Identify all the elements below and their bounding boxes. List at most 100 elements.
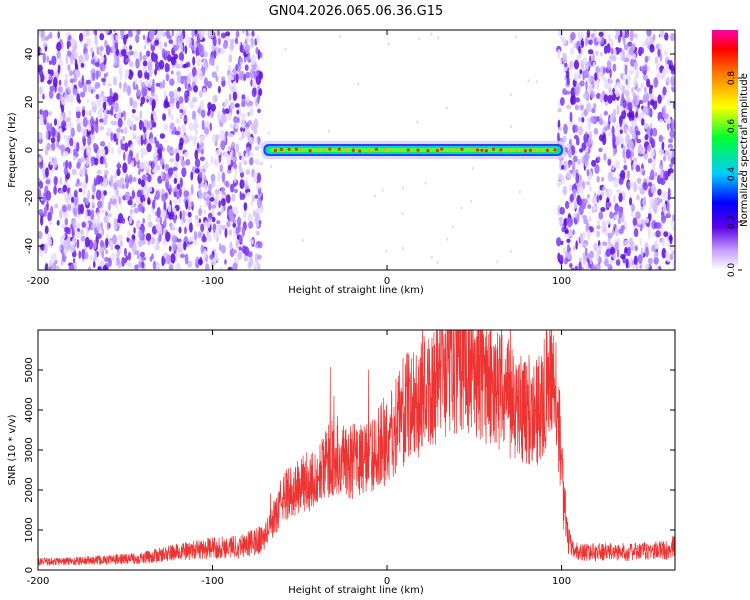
heatmap-cell <box>658 198 663 203</box>
heatmap-cell <box>241 179 245 188</box>
heatmap-cell <box>650 99 655 106</box>
heatmap-cell <box>88 83 92 94</box>
signal-band-peak <box>523 149 527 153</box>
heatmap-cell <box>99 33 105 41</box>
heatmap-cell <box>662 202 667 213</box>
heatmap-cell <box>612 63 617 72</box>
heatmap-cell <box>91 204 96 209</box>
heatmap-cell <box>150 113 154 121</box>
heatmap-cell <box>119 73 123 81</box>
heatmap-cell <box>645 246 649 258</box>
signal-band-peak <box>532 148 537 152</box>
heatmap-cell <box>671 119 675 130</box>
heatmap-cell <box>63 240 67 250</box>
heatmap-cell <box>596 230 601 238</box>
heatmap-cell <box>592 80 595 90</box>
heatmap-cell <box>566 171 572 180</box>
heatmap-cell <box>60 96 67 105</box>
heatmap-cell <box>646 65 651 72</box>
heatmap-cell <box>181 167 187 178</box>
heatmap-cell <box>212 94 218 103</box>
heatmap-cell <box>90 88 94 95</box>
heatmap-cell <box>241 225 246 237</box>
heatmap-cell <box>96 233 102 240</box>
heatmap-cell <box>601 241 608 246</box>
heatmap-cell <box>586 257 590 263</box>
heatmap-cell <box>163 257 166 265</box>
heatmap-cell <box>252 210 256 217</box>
heatmap-cell <box>225 194 231 204</box>
heatmap-cell <box>579 104 584 111</box>
heatmap-cell <box>118 195 121 205</box>
heatmap-cell <box>190 201 193 208</box>
heatmap-cell <box>659 53 663 62</box>
heatmap-cell <box>113 30 116 33</box>
heatmap-cell <box>38 64 43 73</box>
heatmap-cell <box>603 258 609 267</box>
heatmap-cell <box>183 63 188 68</box>
heatmap-cell <box>52 252 57 260</box>
heatmap-cell <box>141 81 146 89</box>
heatmap-cell <box>187 260 193 268</box>
heatmap-cell <box>59 114 64 123</box>
heatmap-cell <box>220 48 225 55</box>
heatmap-cell <box>663 108 666 119</box>
heatmap-cell <box>598 194 603 201</box>
heatmap-cell <box>99 125 105 131</box>
heatmap-cell <box>211 44 215 52</box>
heatmap-cell <box>607 94 613 104</box>
heatmap-cell <box>200 109 206 119</box>
heatmap-cell <box>188 135 194 142</box>
heatmap-cell <box>90 100 96 107</box>
heatmap-cell <box>84 210 88 220</box>
heatmap-cell <box>575 240 578 250</box>
heatmap-cell <box>194 168 200 174</box>
heatmap-cell <box>44 263 49 270</box>
heatmap-cell <box>95 82 101 88</box>
heatmap-cell <box>470 199 473 203</box>
heatmap-cell <box>125 69 130 77</box>
heatmap-cell <box>72 88 78 96</box>
heatmap-cell <box>95 69 99 81</box>
heatmap-cell <box>653 251 659 258</box>
heatmap-cell <box>184 45 188 55</box>
heatmap-cell <box>644 134 649 141</box>
heatmap-cell <box>142 132 146 141</box>
heatmap-cell <box>557 172 563 181</box>
heatmap-cell <box>124 191 130 197</box>
heatmap-cell <box>185 199 189 210</box>
heatmap-cell <box>301 239 304 243</box>
heatmap-cell <box>84 126 87 137</box>
heatmap-cell <box>138 229 143 240</box>
heatmap-cell <box>582 214 587 220</box>
heatmap-cell <box>135 84 139 91</box>
heatmap-cell <box>158 41 163 51</box>
heatmap-cell <box>80 63 85 68</box>
heatmap-cell <box>237 251 243 260</box>
signal-band-peak <box>358 149 362 153</box>
heatmap-cell <box>193 75 198 83</box>
heatmap-cell <box>571 161 576 172</box>
heatmap-cell <box>103 99 107 111</box>
heatmap-cell <box>188 193 192 201</box>
heatmap-cell <box>385 249 388 253</box>
heatmap-cell <box>178 51 185 62</box>
heatmap-cell <box>634 68 640 80</box>
heatmap-cell <box>204 200 208 208</box>
heatmap-cell <box>180 102 184 110</box>
heatmap-cell <box>640 82 644 88</box>
heatmap-cell <box>284 47 287 52</box>
heatmap-cell <box>607 232 613 239</box>
signal-band-peak <box>322 148 327 152</box>
chart-title: GN04.2026.065.06.36.G15 <box>269 4 444 19</box>
heatmap-cell <box>119 239 123 248</box>
heatmap-cell <box>154 60 159 71</box>
heatmap-cell <box>104 162 108 169</box>
heatmap-cell <box>604 79 609 90</box>
x-tick-label: 100 <box>552 276 571 287</box>
heatmap-cell <box>251 87 257 98</box>
heatmap-cell <box>338 34 341 39</box>
heatmap-cell <box>573 59 580 70</box>
heatmap-cell <box>80 235 86 242</box>
heatmap-cell <box>162 228 166 236</box>
